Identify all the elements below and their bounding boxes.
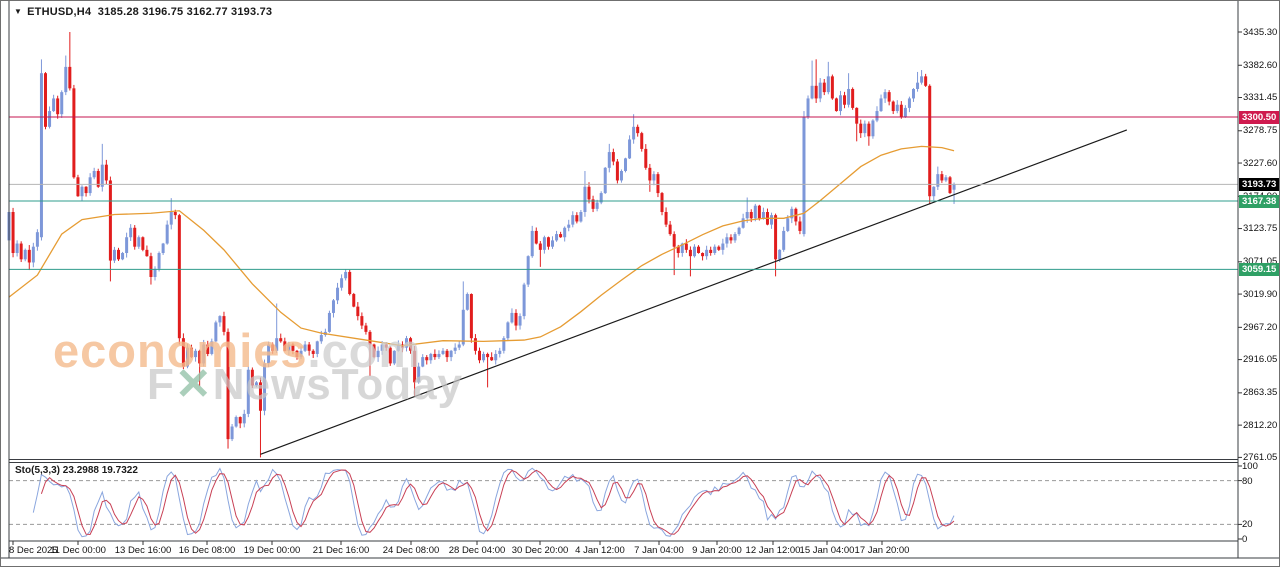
stochastic-k-value: 23.2988 bbox=[62, 465, 99, 476]
time-axis-label: 17 Jan 20:00 bbox=[854, 545, 910, 556]
time-axis-label: 11 Dec 00:00 bbox=[50, 545, 106, 556]
watermark-economies: economies.com bbox=[53, 324, 422, 377]
stochastic-scale-label: 100 bbox=[1242, 461, 1258, 472]
stochastic-grid bbox=[9, 480, 1238, 525]
time-axis-label: 16 Dec 08:00 bbox=[178, 545, 236, 556]
time-axis-label: 21 Dec 16:00 bbox=[312, 545, 370, 556]
time-axis-label: 8 Dec 2025 bbox=[9, 545, 58, 556]
price-axis-label: 2761.05 bbox=[1243, 451, 1278, 463]
price-axis-label: 3227.60 bbox=[1243, 157, 1278, 169]
price-axis-label: 3071.05 bbox=[1243, 256, 1278, 268]
price-axis-label: 3382.60 bbox=[1243, 59, 1278, 71]
chart-title-bar: ▼ ETHUSD,H4 3185.28 3196.75 3162.77 3193.… bbox=[14, 6, 272, 18]
price-axis-label: 2863.35 bbox=[1243, 387, 1278, 399]
horizontal-levels[interactable] bbox=[9, 116, 1238, 270]
stochastic-scale-label: 80 bbox=[1242, 475, 1253, 487]
price-axis-label: 2916.05 bbox=[1243, 354, 1278, 366]
price-axis-label: 3278.75 bbox=[1243, 125, 1278, 137]
time-axis-label: 24 Dec 08:00 bbox=[382, 545, 440, 556]
moving-average-line bbox=[8, 145, 955, 347]
price-axis-label: 2967.20 bbox=[1243, 321, 1278, 333]
current-price-badge: 3193.73 bbox=[1239, 177, 1279, 191]
support-badge-1: 3167.38 bbox=[1239, 194, 1279, 208]
ohlc-readout: 3185.28 3196.75 3162.77 3193.73 bbox=[97, 6, 273, 18]
stochastic-d-value: 19.7322 bbox=[101, 465, 138, 476]
stochastic-k-line bbox=[32, 467, 955, 538]
symbol-title: ETHUSD,H4 bbox=[27, 6, 92, 18]
price-axis-label: 3331.45 bbox=[1243, 92, 1278, 104]
chart-dropdown-icon[interactable]: ▼ bbox=[14, 7, 23, 16]
time-axis-label: 13 Dec 16:00 bbox=[114, 545, 172, 556]
resistance-badge: 3300.50 bbox=[1239, 110, 1279, 124]
stochastic-scale-label: 20 bbox=[1242, 519, 1253, 531]
time-axis-label: 4 Jan 12:00 bbox=[575, 545, 625, 556]
price-axis-label: 3123.75 bbox=[1243, 223, 1278, 235]
stochastic-indicator-label: Sto(5,3,3) 23.2988 19.7322 bbox=[15, 465, 138, 476]
time-axis-label: 19 Dec 00:00 bbox=[243, 545, 301, 556]
axis-ticks bbox=[12, 31, 1242, 545]
time-axis-label: 9 Jan 20:00 bbox=[692, 545, 742, 556]
time-axis-label: 28 Dec 04:00 bbox=[448, 545, 506, 556]
price-axis-label: 3019.90 bbox=[1243, 288, 1278, 300]
fx-logo-x-icon: ✕ bbox=[174, 360, 213, 409]
time-axis-label: 30 Dec 20:00 bbox=[511, 545, 569, 556]
support-badge-2: 3059.15 bbox=[1239, 262, 1279, 276]
stochastic-lines bbox=[32, 467, 955, 538]
time-axis-label: 12 Jan 12:00 bbox=[745, 545, 801, 556]
price-axis-label: 2812.20 bbox=[1243, 419, 1278, 431]
stochastic-scale-label: 0 bbox=[1242, 534, 1248, 545]
price-axis-label: 3435.30 bbox=[1243, 26, 1278, 38]
candlesticks bbox=[7, 32, 956, 458]
time-axis-label: 15 Jan 04:00 bbox=[799, 545, 855, 556]
time-axis-label: 7 Jan 04:00 bbox=[634, 545, 684, 556]
watermark-fxnewstoday: F✕NewsToday bbox=[147, 360, 464, 409]
stochastic-d-line bbox=[40, 469, 955, 536]
